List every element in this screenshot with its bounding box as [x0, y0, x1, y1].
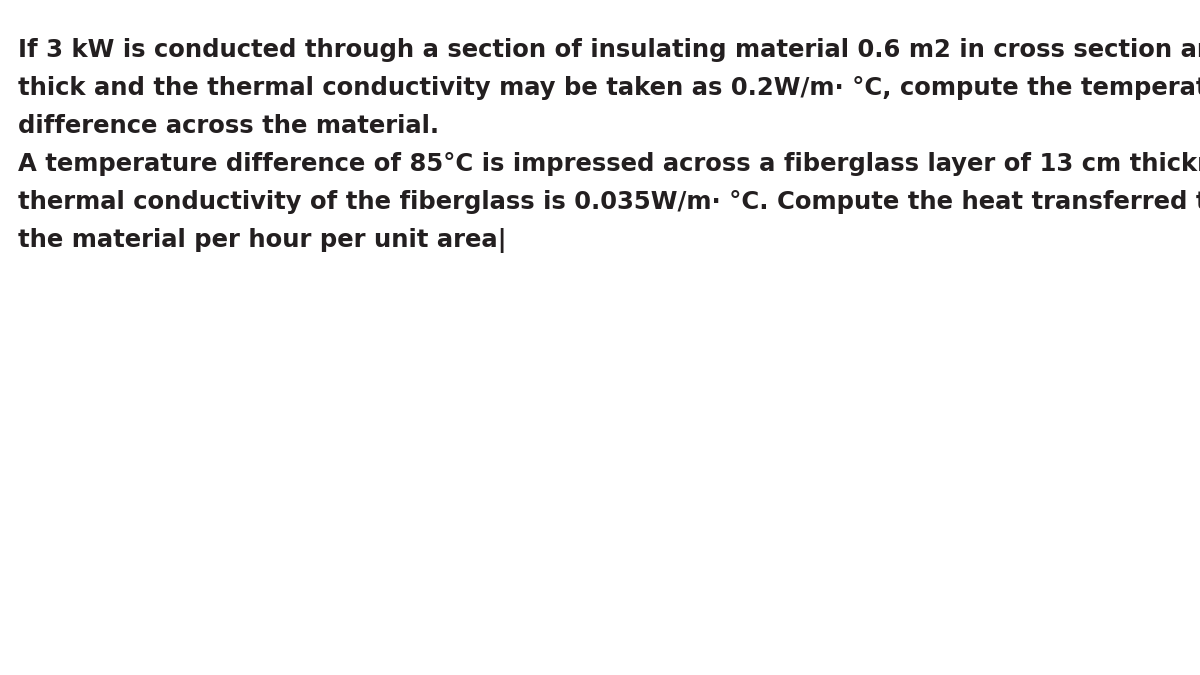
Text: thermal conductivity of the fiberglass is 0.035W/m· °C. Compute the heat transfe: thermal conductivity of the fiberglass i… — [18, 190, 1200, 214]
Text: the material per hour per unit area|: the material per hour per unit area| — [18, 228, 506, 253]
Text: difference across the material.: difference across the material. — [18, 114, 439, 138]
Text: thick and the thermal conductivity may be taken as 0.2W/m· °C, compute the tempe: thick and the thermal conductivity may b… — [18, 76, 1200, 100]
Text: If 3 kW is conducted through a section of insulating material 0.6 m2 in cross se: If 3 kW is conducted through a section o… — [18, 38, 1200, 62]
Text: A temperature difference of 85°C is impressed across a fiberglass layer of 13 cm: A temperature difference of 85°C is impr… — [18, 152, 1200, 176]
